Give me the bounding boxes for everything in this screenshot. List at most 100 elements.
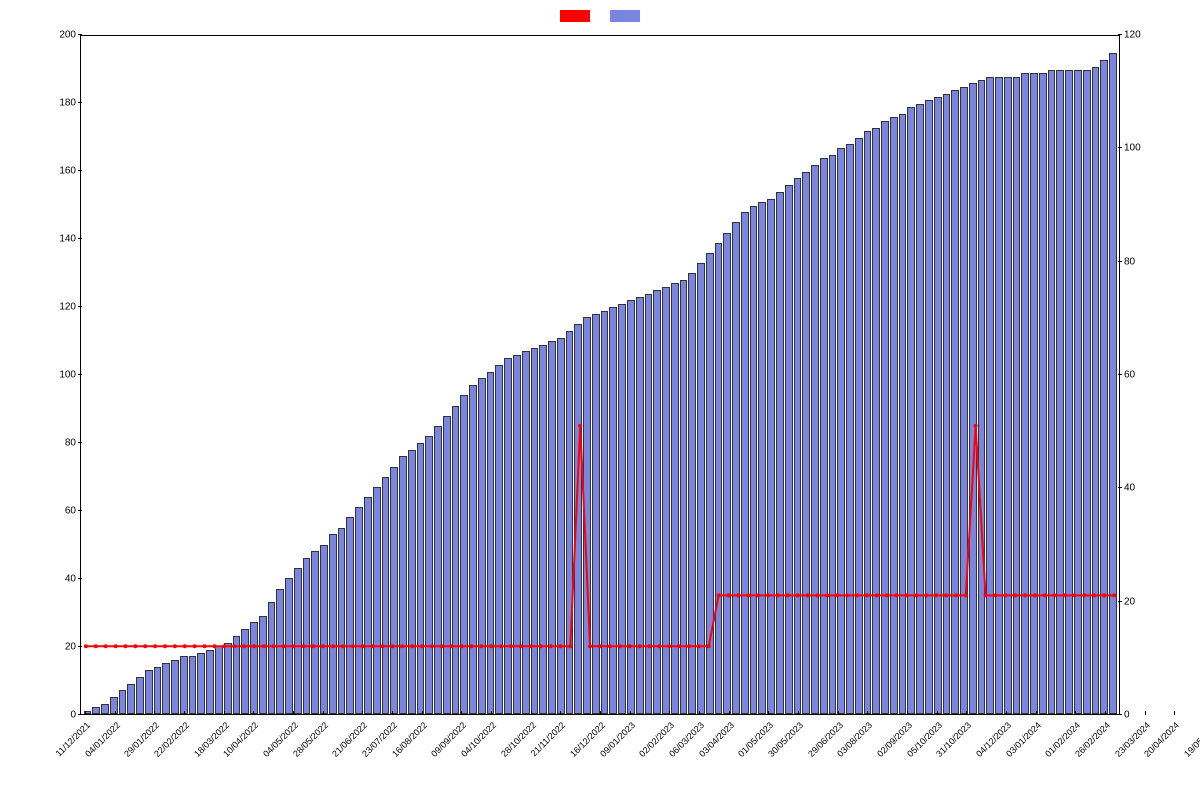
y-left-tick: 160 (59, 166, 76, 177)
bar (127, 684, 135, 715)
y-left-tick: 120 (59, 302, 76, 313)
y-left-tick: 140 (59, 234, 76, 245)
y-left-tick: 20 (65, 642, 76, 653)
bar (460, 395, 468, 714)
bar (864, 131, 872, 714)
bar (680, 280, 688, 714)
y-right-tick: 40 (1124, 483, 1135, 494)
bar (1092, 67, 1100, 714)
bar (1004, 77, 1012, 714)
bar (434, 426, 442, 714)
bar (829, 155, 837, 714)
bar (320, 545, 328, 715)
bar (425, 436, 433, 714)
bar (206, 650, 214, 714)
bar (986, 77, 994, 714)
bar (881, 121, 889, 714)
bar (916, 104, 924, 714)
y-right-tick: 80 (1124, 256, 1135, 267)
bar (1030, 73, 1038, 714)
bar (487, 372, 495, 714)
bar (601, 311, 609, 714)
y-axis-left: 020406080100120140160180200 (50, 35, 78, 715)
bar (811, 165, 819, 714)
y-right-tick: 60 (1124, 370, 1135, 381)
x-tick: 19/05/2024 (1182, 720, 1200, 759)
bar (583, 317, 591, 714)
bar (408, 450, 416, 714)
bar (872, 128, 880, 714)
bar (241, 629, 249, 714)
bar (338, 528, 346, 714)
bar (1021, 73, 1029, 714)
bar (671, 283, 679, 714)
bar (180, 656, 188, 714)
bar (653, 290, 661, 714)
bar (539, 345, 547, 715)
bar (1039, 73, 1047, 714)
bar (951, 90, 959, 714)
bar (890, 117, 898, 714)
bar (723, 233, 731, 714)
bar (294, 568, 302, 714)
bar (574, 324, 582, 714)
bar (215, 646, 223, 714)
bar (557, 338, 565, 714)
bar (1056, 70, 1064, 714)
bar (925, 100, 933, 714)
bar (566, 331, 574, 714)
bar (495, 365, 503, 714)
bar (846, 144, 854, 714)
bar (618, 304, 626, 714)
x-axis: 11/12/202104/01/202229/01/202222/02/2022… (80, 715, 1120, 750)
bar (189, 656, 197, 714)
bar (382, 477, 390, 714)
bar (1100, 60, 1108, 714)
bar (101, 704, 109, 714)
bar (732, 222, 740, 714)
bar (276, 589, 284, 714)
y-left-tick: 80 (65, 438, 76, 449)
bar (837, 148, 845, 714)
bar (758, 202, 766, 714)
bar (250, 622, 258, 714)
bar (715, 243, 723, 714)
bar (776, 192, 784, 714)
bar (969, 83, 977, 714)
bar (636, 297, 644, 714)
bar (592, 314, 600, 714)
bar (233, 636, 241, 714)
legend-swatch-red (560, 10, 590, 22)
legend-swatch-blue (610, 10, 640, 22)
bar (259, 616, 267, 714)
y-left-tick: 0 (70, 710, 76, 721)
bar (469, 385, 477, 714)
bar (443, 416, 451, 714)
bar (1013, 77, 1021, 714)
bar (119, 690, 127, 714)
bar (802, 172, 810, 714)
bar (285, 578, 293, 714)
bar (136, 677, 144, 714)
bar (741, 212, 749, 714)
bar (1083, 70, 1091, 714)
legend-item-line (560, 10, 590, 22)
bar (355, 507, 363, 714)
y-left-tick: 40 (65, 574, 76, 585)
bar (1109, 53, 1117, 714)
bar (364, 497, 372, 714)
bars-container (81, 36, 1119, 714)
bar (303, 558, 311, 714)
bar (329, 534, 337, 714)
legend-item-bar (610, 10, 640, 22)
bar (767, 199, 775, 714)
bar (154, 667, 162, 714)
bar (934, 97, 942, 714)
y-left-tick: 200 (59, 30, 76, 41)
bar (504, 358, 512, 714)
y-right-tick: 100 (1124, 143, 1141, 154)
bar (399, 456, 407, 714)
y-right-tick: 0 (1124, 710, 1130, 721)
bar (627, 300, 635, 714)
bar (978, 80, 986, 714)
